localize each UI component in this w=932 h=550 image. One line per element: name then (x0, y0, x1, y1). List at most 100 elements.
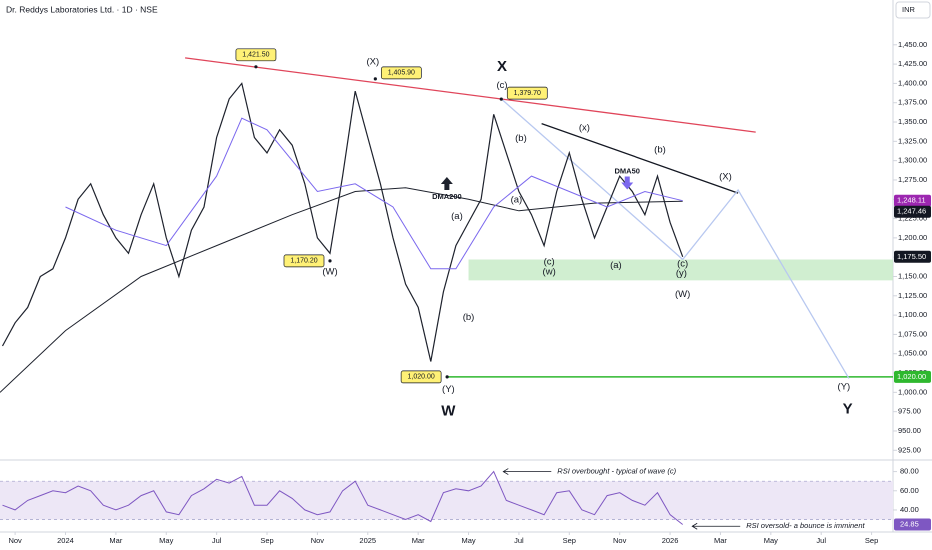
x-tick-label: 2025 (359, 536, 376, 545)
currency: INR (902, 5, 916, 14)
wave-label: (a) (511, 195, 523, 206)
wave-label: Y (843, 400, 853, 417)
x-tick-label: Nov (8, 536, 22, 545)
rsi-annotation: RSI overbought - typical of wave (c) (557, 467, 676, 476)
wave-label: (b) (463, 312, 475, 323)
wave-label: (Y) (442, 384, 455, 395)
rsi-line (2, 470, 684, 525)
y-tick-label: 1,325.00 (898, 136, 927, 145)
moving-average (0, 187, 683, 393)
x-tick-label: Jul (816, 536, 826, 545)
price-point (328, 259, 332, 263)
trendline (500, 98, 684, 260)
rsi-annotation: RSI oversold- a bounce is imminent (746, 521, 865, 530)
y-tick-label: 950.00 (898, 426, 921, 435)
y-tick-label: 1,400.00 (898, 78, 927, 87)
wave-label: X (497, 58, 507, 75)
wave-label: (c) (677, 259, 688, 270)
x-tick-label: Sep (563, 536, 576, 545)
price-point (254, 65, 258, 69)
wave-label: (w) (543, 266, 556, 277)
price-label: 1,421.50 (242, 52, 269, 59)
y-tick-label: 1,425.00 (898, 59, 927, 68)
price-tag-label: 1,175.50 (897, 252, 926, 261)
price-label-box (400, 370, 442, 384)
y-tick-label: 1,300.00 (898, 156, 927, 165)
price-label-box (380, 66, 422, 80)
x-tick-label: May (461, 536, 475, 545)
y-tick-label: 975.00 (898, 407, 921, 416)
rsi-tag-label: 24.85 (900, 519, 919, 528)
wave-label: (y) (676, 268, 687, 279)
rsi-arrow (691, 522, 741, 530)
y-tick-label: 1,100.00 (898, 310, 927, 319)
price-tag (894, 194, 931, 207)
y-tick-label: 1,075.00 (898, 329, 927, 338)
price-point (499, 97, 503, 101)
y-tick-label: 1,050.00 (898, 349, 927, 358)
rsi-band (0, 481, 893, 520)
price-tag (894, 370, 931, 383)
y-tick-label: 1,000.00 (898, 387, 927, 396)
wave-label: (b) (654, 144, 666, 155)
wave-label: (W) (322, 266, 337, 277)
x-tick-label: May (764, 536, 778, 545)
wave-label: W (441, 403, 456, 420)
price-label: 1,379.70 (514, 90, 541, 97)
ma-label: DMA200 (432, 192, 462, 201)
y-tick-label: 1,375.00 (898, 98, 927, 107)
ma-label: DMA50 (615, 166, 640, 175)
wave-label: (Y) (838, 381, 851, 392)
rsi-arrow (502, 468, 552, 475)
price-line (1, 82, 684, 362)
currency-box (895, 1, 931, 19)
price-tag-label: 1,248.11 (897, 196, 926, 205)
x-tick-label: 2024 (57, 536, 74, 545)
trendline (541, 122, 739, 194)
price-tag-label: 1,020.00 (897, 372, 926, 381)
y-tick-label: 1,275.00 (898, 175, 927, 184)
ma-arrow (621, 176, 634, 190)
x-tick-label: Sep (865, 536, 878, 545)
price-tag-label: 1,247.46 (897, 207, 926, 216)
y-tick-label: 1,450.00 (898, 40, 927, 49)
price-label-box (283, 254, 325, 268)
trendline (185, 57, 756, 133)
projection-path (682, 188, 850, 379)
rsi-tick-label: 80.00 (900, 467, 919, 476)
x-tick-label: May (159, 536, 173, 545)
chart-title: Dr. Reddys Laboratories Ltd. · 1D · NSE (6, 4, 158, 14)
price-label-box (235, 48, 277, 62)
rsi-tick-label: 60.00 (900, 486, 919, 495)
wave-label: (X) (719, 171, 732, 182)
wave-label: (a) (451, 211, 463, 222)
wave-label: (X) (366, 56, 379, 67)
x-tick-label: 2026 (662, 536, 679, 545)
wave-label: (x) (579, 123, 590, 134)
price-point (373, 77, 377, 81)
wave-label: (c) (544, 256, 555, 267)
price-label: 1,020.00 (408, 374, 435, 381)
x-tick-label: Jul (514, 536, 524, 545)
y-tick-label: 1,225.00 (898, 214, 927, 223)
wave-label: (W) (675, 289, 690, 300)
price-tag (894, 205, 931, 218)
moving-average (65, 117, 683, 270)
x-tick-label: Sep (260, 536, 273, 545)
price-point (445, 375, 449, 379)
price-label: 1,405.90 (388, 70, 415, 77)
x-tick-label: Mar (714, 536, 727, 545)
y-tick-label: 1,200.00 (898, 233, 927, 242)
price-label: 1,170.20 (290, 258, 317, 265)
wave-label: (b) (515, 133, 527, 144)
y-tick-label: 1,350.00 (898, 117, 927, 126)
price-tag (894, 250, 931, 263)
rsi-tick-label: 40.00 (900, 505, 919, 514)
x-tick-label: Nov (311, 536, 325, 545)
wave-label: (a) (610, 260, 622, 271)
demand-zone (468, 259, 893, 281)
x-tick-label: Jul (212, 536, 222, 545)
y-tick-label: 925.00 (898, 445, 921, 454)
wave-label: (c) (497, 80, 508, 91)
x-tick-label: Mar (412, 536, 425, 545)
